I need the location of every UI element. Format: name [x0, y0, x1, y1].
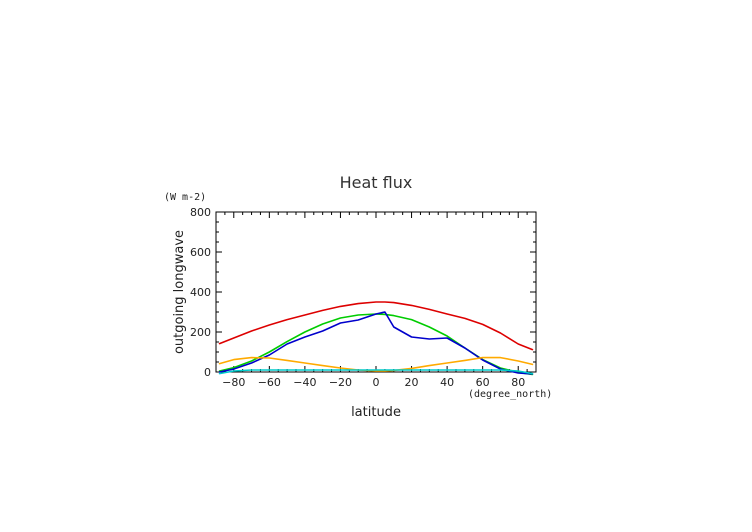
- plot-frame: [215, 211, 537, 373]
- x-tick-label: −60: [258, 376, 281, 389]
- x-tick-label: −40: [293, 376, 316, 389]
- series-group: [218, 301, 534, 376]
- y-tick-labels: 0 200 400 600 800: [190, 206, 211, 379]
- y-tick-label: 600: [190, 246, 211, 259]
- series-line-2: [218, 313, 534, 376]
- y-tick-label: 0: [204, 366, 211, 379]
- y-axis-label: outgoing longwave: [172, 230, 187, 354]
- minor-ticks: [215, 212, 537, 372]
- x-tick-labels: −80 −60 −40 −20 0 20 40 60 80: [222, 376, 525, 389]
- series-line-1: [218, 301, 534, 351]
- y-tick-label: 800: [190, 206, 211, 219]
- x-tick-label: −80: [222, 376, 245, 389]
- series-line-5: [218, 369, 534, 375]
- x-axis-unit: (degree_north): [468, 389, 552, 400]
- major-ticks: [216, 211, 536, 373]
- y-tick-label: 200: [190, 326, 211, 339]
- y-axis-unit: (W m-2): [164, 192, 206, 203]
- chart-title: Heat flux: [340, 173, 413, 192]
- x-axis-label: latitude: [351, 405, 401, 420]
- x-tick-label: 80: [511, 376, 525, 389]
- x-tick-label: 20: [405, 376, 419, 389]
- x-tick-label: 60: [476, 376, 490, 389]
- series-line-4: [218, 356, 534, 372]
- series-line-3: [218, 311, 534, 375]
- x-tick-label: 40: [440, 376, 454, 389]
- y-tick-label: 400: [190, 286, 211, 299]
- x-tick-label: −20: [329, 376, 352, 389]
- x-tick-label: 0: [373, 376, 380, 389]
